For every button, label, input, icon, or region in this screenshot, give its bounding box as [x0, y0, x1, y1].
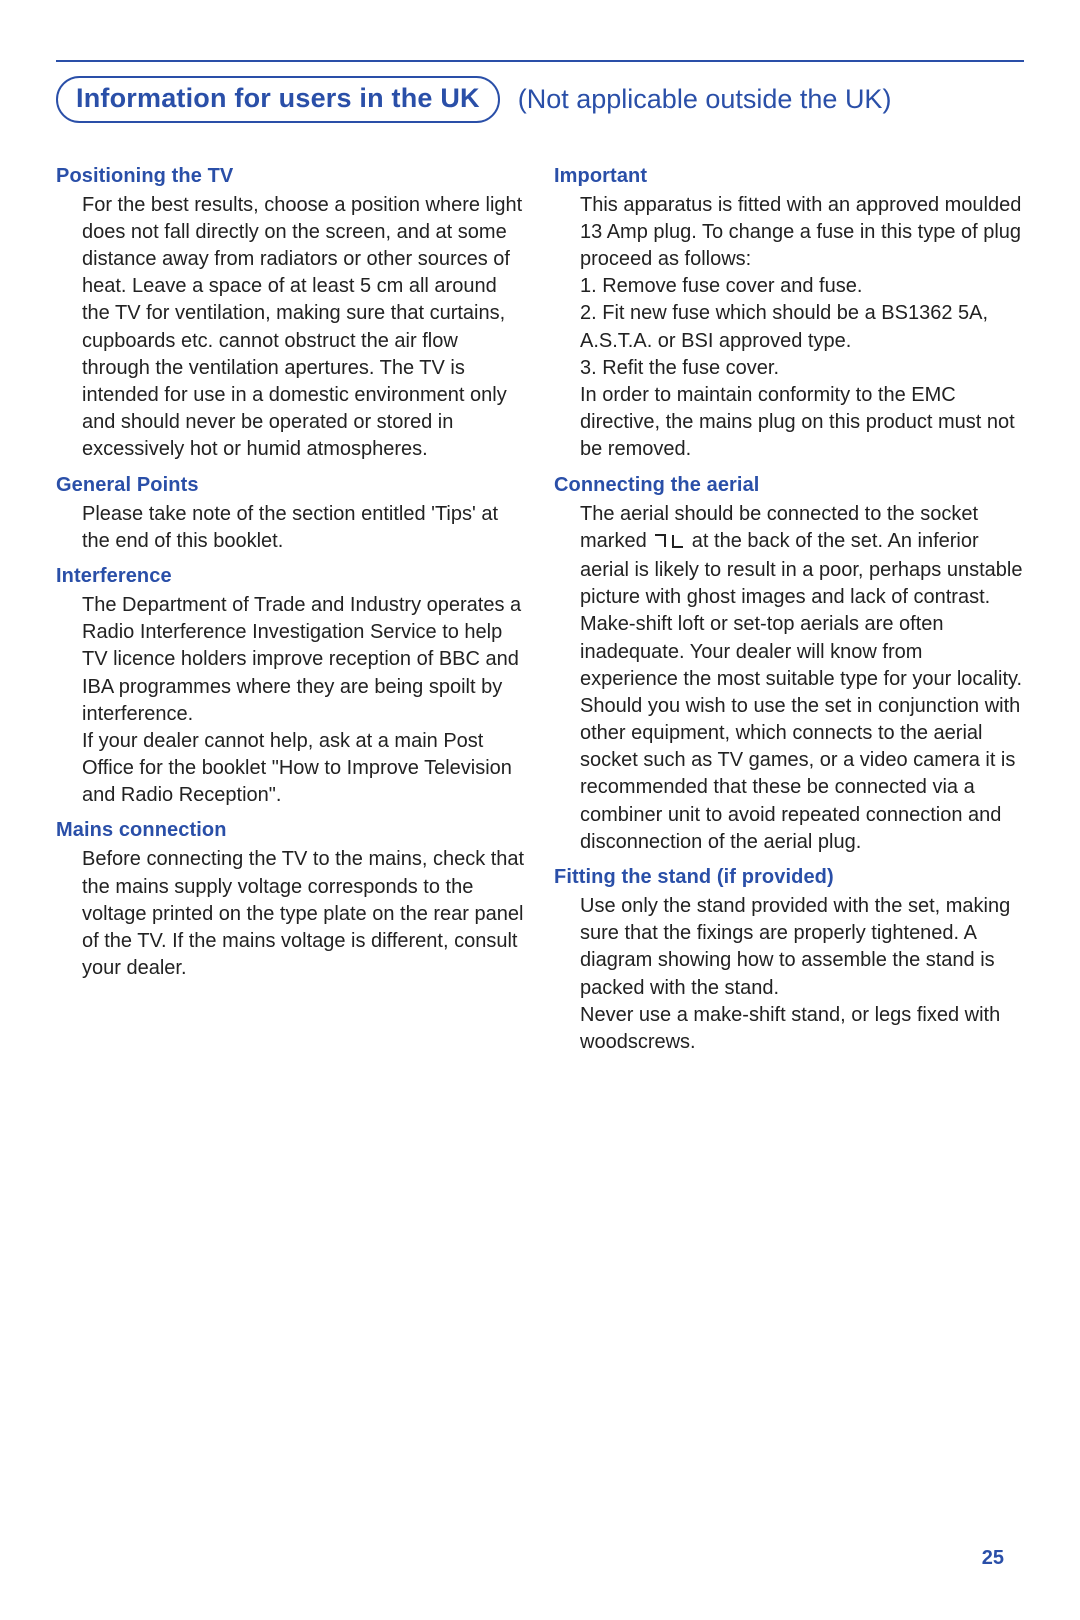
top-rule — [56, 60, 1024, 62]
section-mains-connection: Mains connection Before connecting the T… — [56, 817, 526, 982]
section-heading: Mains connection — [56, 817, 526, 844]
section-heading: Important — [554, 163, 1024, 190]
section-body: The aerial should be connected to the so… — [554, 501, 1024, 856]
antenna-socket-icon — [654, 530, 684, 557]
title-row: Information for users in the UK (Not app… — [56, 76, 1024, 123]
right-column: Important This apparatus is fitted with … — [554, 163, 1024, 1064]
section-body: This apparatus is fitted with an approve… — [554, 192, 1024, 464]
section-body: Please take note of the section entitled… — [56, 501, 526, 555]
section-body: Before connecting the TV to the mains, c… — [56, 846, 526, 982]
section-interference: Interference The Department of Trade and… — [56, 563, 526, 810]
section-heading: Connecting the aerial — [554, 472, 1024, 499]
section-heading: General Points — [56, 472, 526, 499]
section-important: Important This apparatus is fitted with … — [554, 163, 1024, 464]
section-connecting-aerial: Connecting the aerial The aerial should … — [554, 472, 1024, 856]
section-heading: Interference — [56, 563, 526, 590]
aerial-body-post: at the back of the set. An inferior aeri… — [580, 530, 1022, 853]
section-general-points: General Points Please take note of the s… — [56, 472, 526, 555]
page: Information for users in the UK (Not app… — [0, 0, 1080, 1620]
section-body: For the best results, choose a position … — [56, 192, 526, 464]
title-pill: Information for users in the UK — [56, 76, 500, 123]
page-number: 25 — [982, 1547, 1004, 1570]
section-positioning-tv: Positioning the TV For the best results,… — [56, 163, 526, 464]
section-body: The Department of Trade and Industry ope… — [56, 592, 526, 810]
section-body: Use only the stand provided with the set… — [554, 893, 1024, 1056]
title-subtitle: (Not applicable outside the UK) — [518, 84, 892, 115]
section-fitting-stand: Fitting the stand (if provided) Use only… — [554, 864, 1024, 1056]
section-heading: Fitting the stand (if provided) — [554, 864, 1024, 891]
section-heading: Positioning the TV — [56, 163, 526, 190]
content-columns: Positioning the TV For the best results,… — [56, 163, 1024, 1064]
left-column: Positioning the TV For the best results,… — [56, 163, 526, 1064]
